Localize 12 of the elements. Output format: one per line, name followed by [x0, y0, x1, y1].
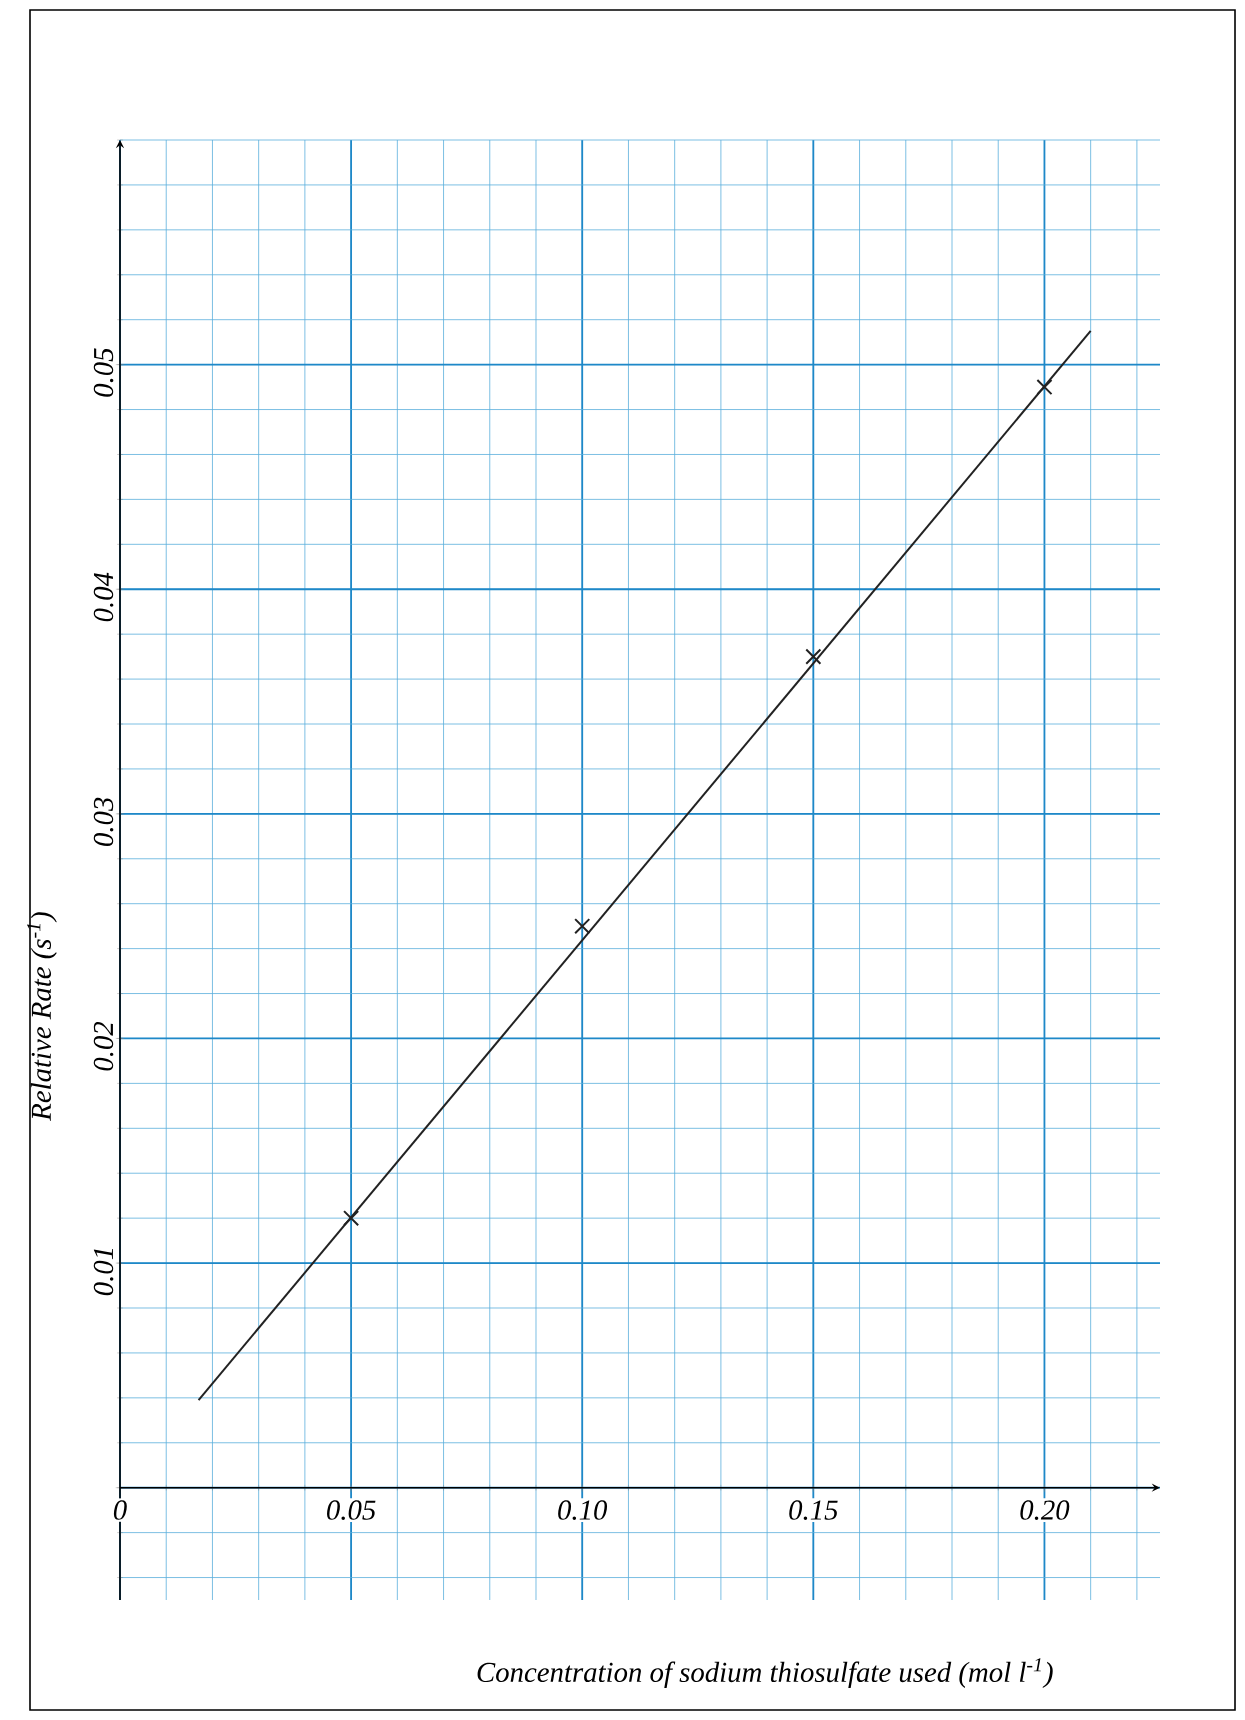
x-tick-label: 0.10 [558, 1500, 608, 1520]
y-tick-label: 0.01 [93, 1248, 114, 1296]
x-tick-label: 0.05 [327, 1500, 376, 1520]
x-tick-label: 0 [113, 1500, 127, 1520]
y-tick-label: 0.02 [93, 1021, 114, 1071]
y-tick-label: 0.03 [93, 797, 114, 846]
y-axis-title: Relative Rate (s$^{-1}$) [27, 912, 57, 1121]
y-tick-label: 0.04 [93, 572, 114, 622]
x-tick-label: 0.20 [1020, 1500, 1070, 1520]
y-tick-label: 0.05 [93, 348, 114, 397]
x-axis-title: Concentration of sodium thiosulfate used (mol l$^{-1}$) [477, 1658, 1053, 1688]
x-tick-label: 0.15 [789, 1500, 838, 1520]
